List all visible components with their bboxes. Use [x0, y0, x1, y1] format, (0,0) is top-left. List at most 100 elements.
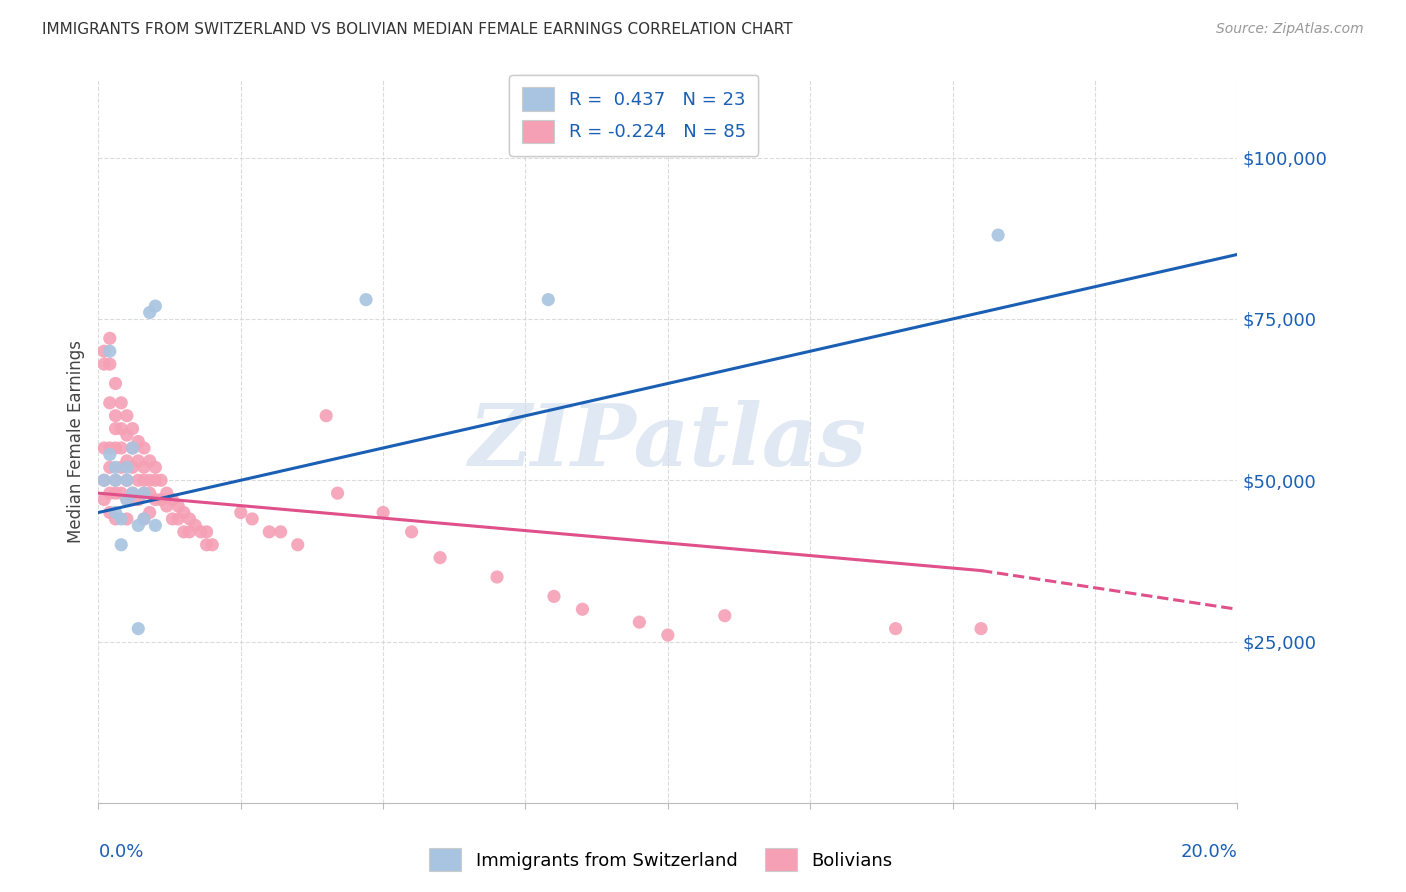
Point	[970, 622, 993, 636]
Point	[401, 524, 423, 539]
Point	[98, 331, 121, 345]
Point	[132, 512, 155, 526]
Point	[195, 524, 218, 539]
Point	[93, 441, 115, 455]
Point	[628, 615, 651, 630]
Point	[173, 506, 195, 520]
Point	[156, 486, 179, 500]
Point	[104, 376, 127, 391]
Point	[98, 447, 121, 461]
Point	[145, 473, 167, 487]
Point	[98, 396, 121, 410]
Point	[110, 460, 132, 475]
Point	[167, 499, 190, 513]
Point	[115, 409, 138, 423]
Point	[115, 492, 138, 507]
Point	[162, 492, 184, 507]
Point	[104, 473, 127, 487]
Point	[150, 492, 173, 507]
Point	[156, 499, 179, 513]
Point	[190, 524, 212, 539]
Point	[104, 422, 127, 436]
Point	[104, 441, 127, 455]
Point	[121, 422, 143, 436]
Point	[132, 486, 155, 500]
Point	[115, 512, 138, 526]
Point	[121, 460, 143, 475]
Point	[145, 518, 167, 533]
Point	[429, 550, 451, 565]
Point	[110, 441, 132, 455]
Point	[162, 512, 184, 526]
Point	[132, 473, 155, 487]
Point	[104, 486, 127, 500]
Point	[110, 538, 132, 552]
Point	[98, 460, 121, 475]
Point	[326, 486, 349, 500]
Point	[571, 602, 593, 616]
Text: 20.0%: 20.0%	[1181, 843, 1237, 861]
Point	[354, 293, 377, 307]
Point	[115, 473, 138, 487]
Point	[132, 460, 155, 475]
Text: IMMIGRANTS FROM SWITZERLAND VS BOLIVIAN MEDIAN FEMALE EARNINGS CORRELATION CHART: IMMIGRANTS FROM SWITZERLAND VS BOLIVIAN …	[42, 22, 793, 37]
Point	[138, 454, 160, 468]
Point	[121, 441, 143, 455]
Point	[115, 428, 138, 442]
Point	[98, 486, 121, 500]
Point	[486, 570, 509, 584]
Point	[229, 506, 252, 520]
Point	[93, 473, 115, 487]
Point	[98, 357, 121, 371]
Point	[373, 506, 395, 520]
Point	[987, 228, 1010, 243]
Text: ZIPatlas: ZIPatlas	[468, 400, 868, 483]
Legend: Immigrants from Switzerland, Bolivians: Immigrants from Switzerland, Bolivians	[422, 841, 900, 879]
Point	[110, 396, 132, 410]
Point	[98, 506, 121, 520]
Point	[167, 512, 190, 526]
Point	[315, 409, 337, 423]
Point	[240, 512, 263, 526]
Point	[104, 473, 127, 487]
Point	[98, 344, 121, 359]
Point	[537, 293, 560, 307]
Point	[115, 460, 138, 475]
Point	[98, 441, 121, 455]
Point	[201, 538, 224, 552]
Point	[93, 492, 115, 507]
Point	[104, 506, 127, 520]
Point	[121, 486, 143, 500]
Point	[104, 512, 127, 526]
Point	[115, 492, 138, 507]
Point	[110, 512, 132, 526]
Point	[259, 524, 281, 539]
Text: Source: ZipAtlas.com: Source: ZipAtlas.com	[1216, 22, 1364, 37]
Point	[184, 518, 207, 533]
Point	[657, 628, 679, 642]
Point	[115, 473, 138, 487]
Point	[104, 460, 127, 475]
Point	[150, 473, 173, 487]
Point	[115, 454, 138, 468]
Point	[121, 441, 143, 455]
Point	[127, 434, 149, 449]
Point	[127, 492, 149, 507]
Point	[127, 518, 149, 533]
Point	[127, 622, 149, 636]
Point	[127, 454, 149, 468]
Point	[93, 473, 115, 487]
Point	[173, 524, 195, 539]
Point	[138, 486, 160, 500]
Point	[138, 305, 160, 319]
Point	[195, 538, 218, 552]
Point	[110, 486, 132, 500]
Point	[884, 622, 907, 636]
Text: 0.0%: 0.0%	[98, 843, 143, 861]
Point	[132, 441, 155, 455]
Point	[132, 486, 155, 500]
Point	[127, 473, 149, 487]
Y-axis label: Median Female Earnings: Median Female Earnings	[66, 340, 84, 543]
Point	[145, 299, 167, 313]
Point	[121, 486, 143, 500]
